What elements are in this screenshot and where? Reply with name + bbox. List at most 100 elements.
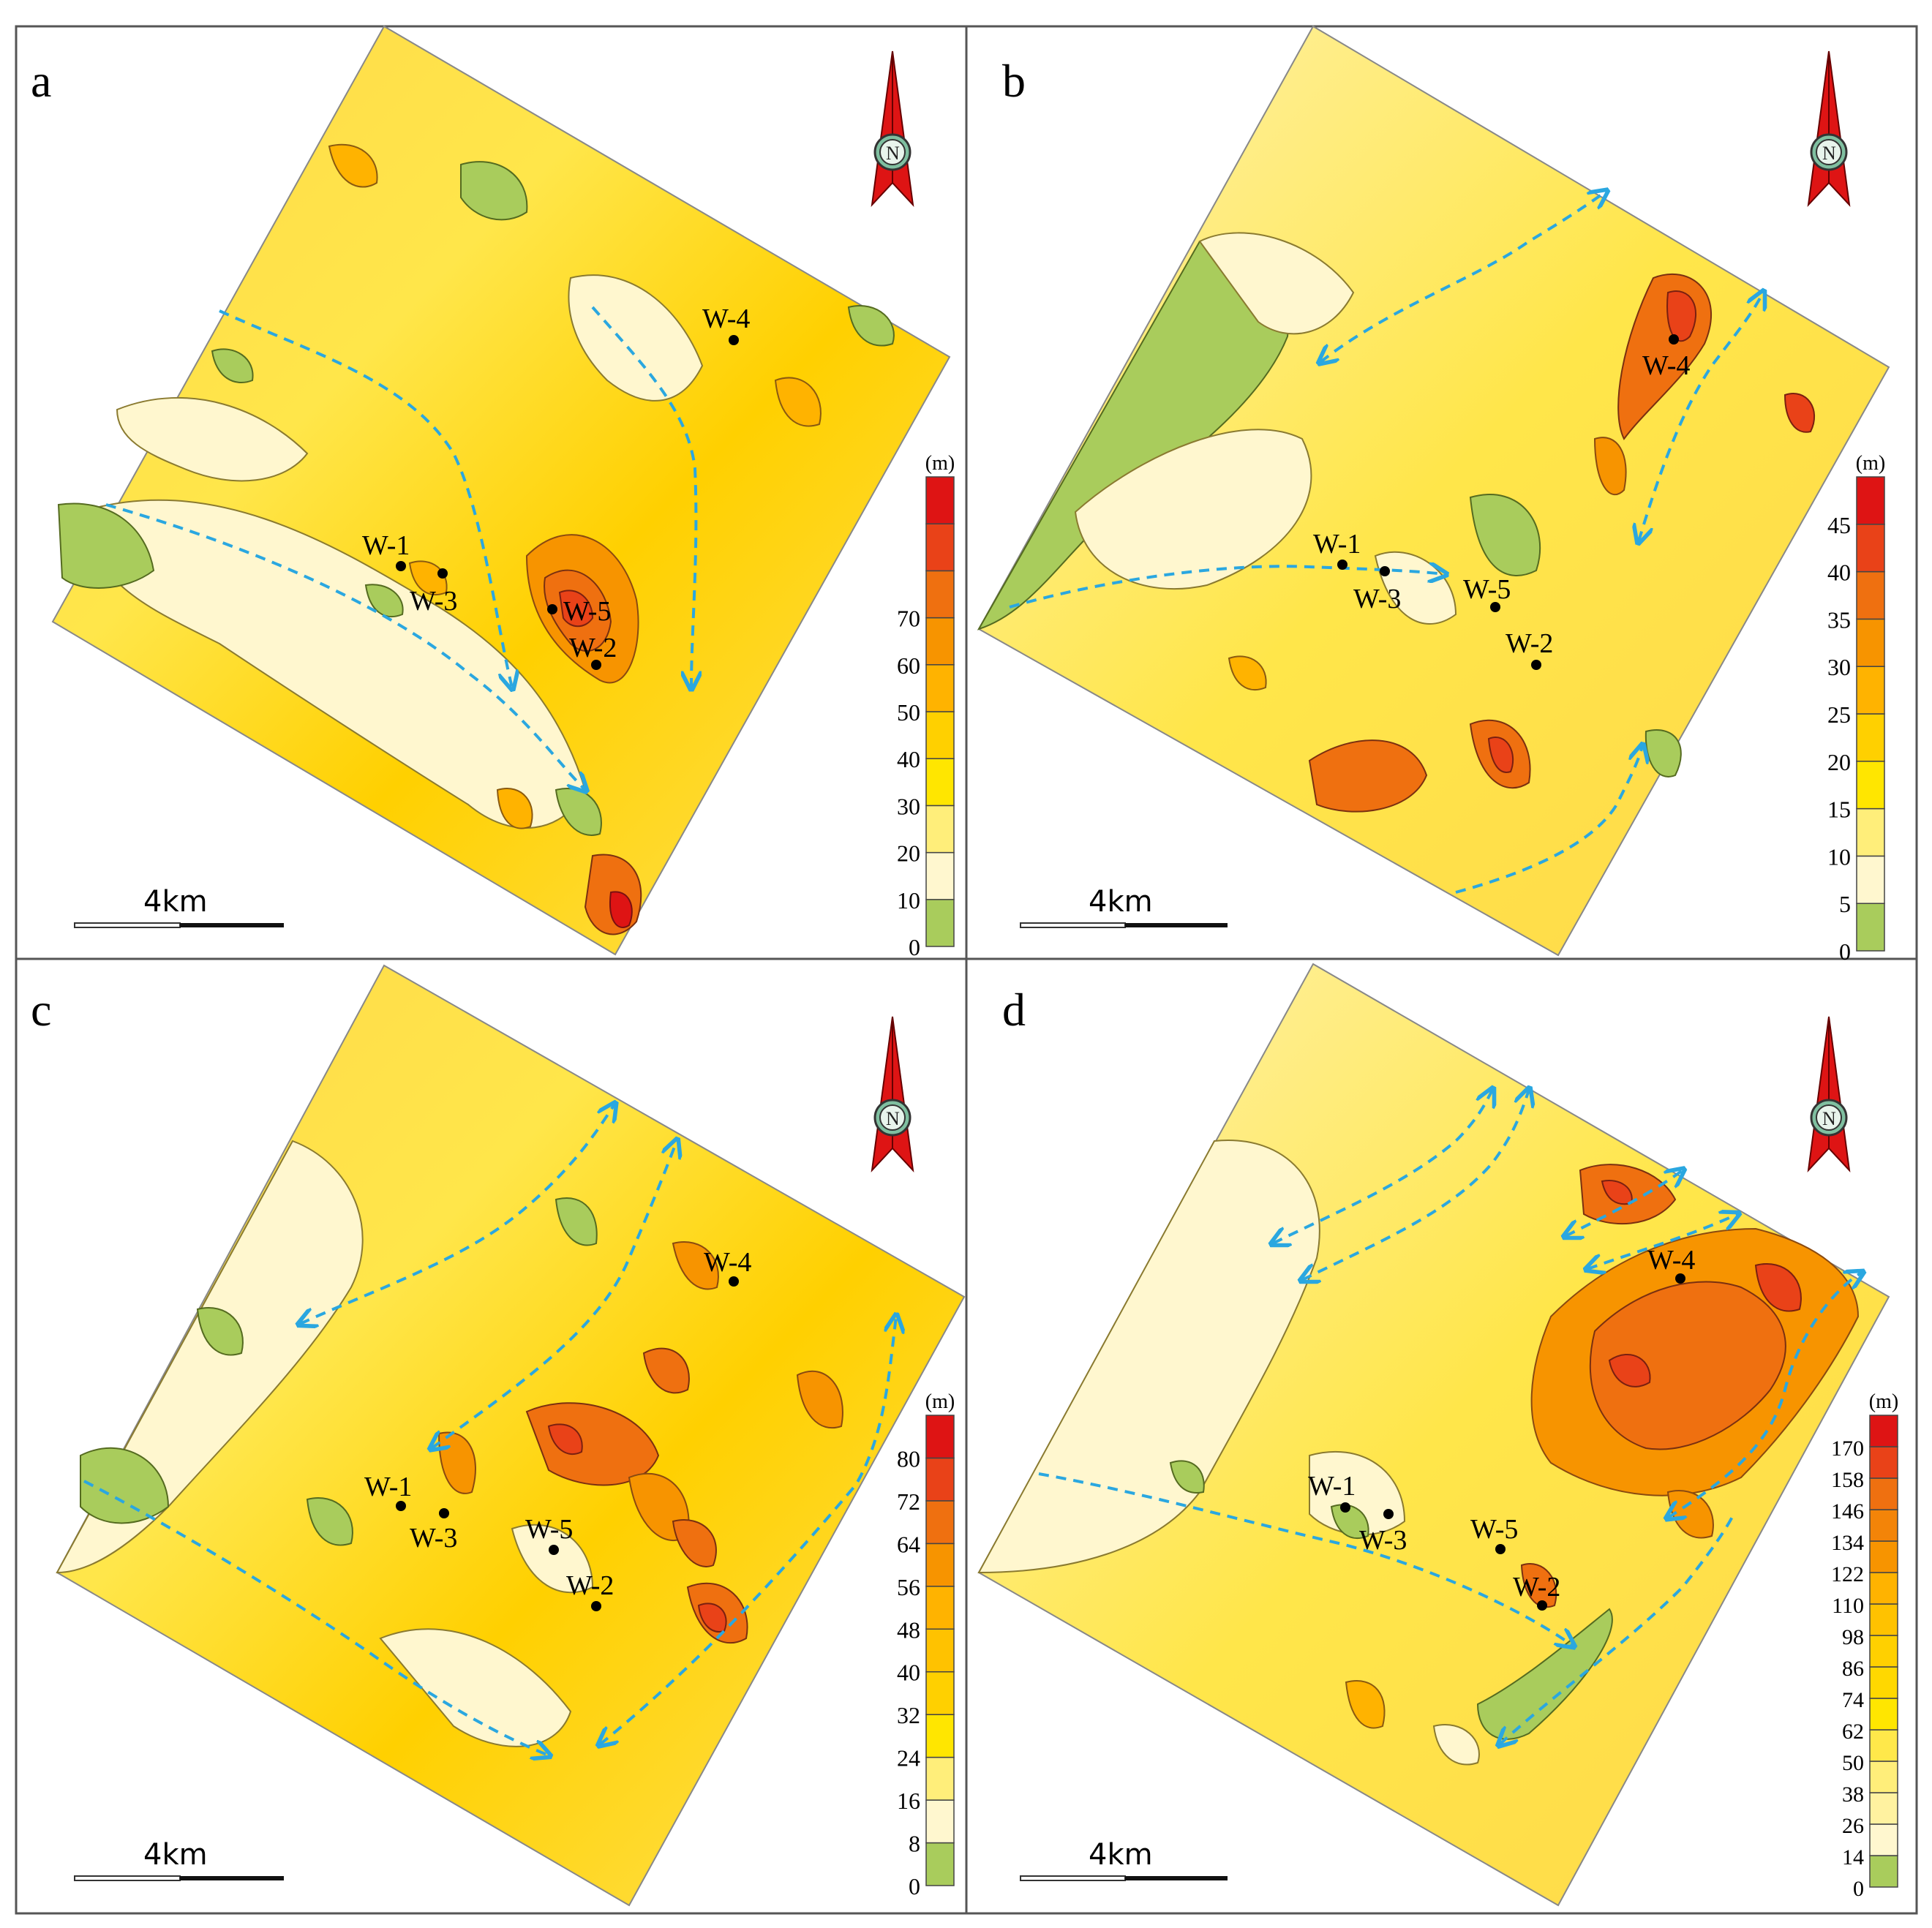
legend-tick-label: 122 bbox=[1831, 1562, 1864, 1586]
color-legend: 0 14 26 38 50 62 74 86 98 110 122 134 146 158 170(m) bbox=[1831, 1390, 1898, 1901]
legend-tick-label: 30 bbox=[1827, 654, 1851, 680]
well-label: W-5 bbox=[1470, 1514, 1518, 1545]
legend-tick-label: 60 bbox=[897, 652, 920, 679]
legend-tick-label: 98 bbox=[1842, 1625, 1864, 1649]
well-label: W-4 bbox=[1647, 1245, 1695, 1276]
legend-tick-label: 70 bbox=[897, 606, 920, 632]
legend-swatch bbox=[1869, 1572, 1898, 1605]
legend-swatch bbox=[925, 1671, 955, 1715]
scale-label: 4km bbox=[143, 1838, 208, 1872]
thickness-map bbox=[977, 25, 1890, 957]
scale-bar: 4km bbox=[74, 1838, 284, 1881]
legend-tick-label: 0 bbox=[1853, 1877, 1864, 1901]
legend-swatch bbox=[1869, 1729, 1898, 1762]
legend-swatch bbox=[1869, 1446, 1898, 1479]
legend-swatch bbox=[925, 758, 955, 807]
legend-swatch bbox=[1869, 1509, 1898, 1542]
legend-swatch bbox=[925, 1714, 955, 1758]
legend-tick-label: 40 bbox=[897, 746, 920, 772]
legend-swatch bbox=[1869, 1415, 1898, 1447]
well-w3: W-3 bbox=[410, 568, 457, 617]
legend-unit: (m) bbox=[925, 1390, 955, 1413]
north-arrow-icon: N bbox=[871, 1016, 914, 1172]
svg-text:N: N bbox=[1822, 143, 1836, 164]
well-w3: W-3 bbox=[1359, 1509, 1407, 1556]
north-arrow-icon: N bbox=[1807, 50, 1851, 207]
well-w5: W-5 bbox=[525, 1514, 573, 1555]
legend-swatch bbox=[1856, 903, 1885, 952]
legend-swatch bbox=[925, 570, 955, 619]
legend-tick-label: 40 bbox=[1827, 560, 1851, 586]
legend-tick-label: 64 bbox=[897, 1531, 920, 1557]
well-label: W-1 bbox=[364, 1472, 412, 1502]
legend-swatch bbox=[925, 1756, 955, 1801]
well-w2: W-2 bbox=[569, 633, 617, 670]
well-w5: W-5 bbox=[1470, 1514, 1518, 1554]
legend-tick-label: 74 bbox=[1842, 1688, 1864, 1712]
legend-tick-label: 16 bbox=[897, 1788, 920, 1814]
well-w4: W-4 bbox=[704, 1247, 751, 1287]
thickness-map bbox=[56, 964, 966, 1907]
panel-b: b W-1 W-3 W-5 W-2 bbox=[977, 25, 1890, 965]
legend-swatch bbox=[1856, 571, 1885, 620]
legend-swatch bbox=[1869, 1540, 1898, 1573]
color-legend: 0 10 20 30 40 50 60 70 (m) bbox=[897, 452, 955, 960]
svg-text:N: N bbox=[886, 1108, 900, 1129]
panel-a: a bbox=[31, 25, 955, 960]
legend-swatch bbox=[1856, 476, 1885, 525]
legend-swatch bbox=[1856, 713, 1885, 762]
legend-unit: (m) bbox=[1869, 1390, 1898, 1413]
scale-label: 4km bbox=[1089, 885, 1153, 919]
legend-swatch bbox=[1856, 855, 1885, 904]
legend-tick-label: 80 bbox=[897, 1445, 920, 1472]
well-w3: W-3 bbox=[1353, 566, 1401, 614]
well-label: W-4 bbox=[704, 1247, 751, 1278]
legend-swatch bbox=[925, 1586, 955, 1630]
well-label: W-2 bbox=[569, 633, 617, 663]
well-w3: W-3 bbox=[410, 1508, 457, 1554]
well-label: W-5 bbox=[1463, 574, 1511, 605]
well-w2: W-2 bbox=[1506, 628, 1553, 670]
legend-tick-label: 50 bbox=[1842, 1751, 1864, 1775]
well-w4: W-4 bbox=[1642, 334, 1690, 381]
legend-unit: (m) bbox=[1856, 452, 1885, 475]
legend-swatch bbox=[925, 1543, 955, 1587]
legend-tick-label: 0 bbox=[1839, 938, 1851, 965]
legend-swatch bbox=[1869, 1666, 1898, 1699]
legend-tick-label: 86 bbox=[1842, 1657, 1864, 1681]
well-w4: W-4 bbox=[1647, 1245, 1695, 1284]
legend-tick-label: 50 bbox=[897, 699, 920, 726]
well-label: W-5 bbox=[525, 1514, 573, 1545]
well-label: W-3 bbox=[1359, 1525, 1407, 1556]
legend-swatch bbox=[925, 523, 955, 572]
scale-label: 4km bbox=[143, 885, 208, 919]
legend-tick-label: 158 bbox=[1831, 1468, 1864, 1492]
panel-letter: b bbox=[1002, 55, 1026, 107]
legend-swatch bbox=[1869, 1823, 1898, 1856]
legend-swatch bbox=[925, 1799, 955, 1844]
scale-label: 4km bbox=[1089, 1838, 1153, 1872]
well-w1: W-1 bbox=[1308, 1471, 1356, 1513]
legend-swatch bbox=[925, 1415, 955, 1459]
svg-text:N: N bbox=[1822, 1108, 1836, 1129]
legend-tick-label: 8 bbox=[909, 1831, 920, 1857]
svg-text:N: N bbox=[886, 143, 900, 164]
legend-swatch bbox=[925, 1628, 955, 1673]
legend-tick-label: 10 bbox=[1827, 843, 1851, 870]
legend-swatch bbox=[1869, 1761, 1898, 1793]
well-w1: W-1 bbox=[362, 530, 410, 571]
legend-swatch bbox=[925, 851, 955, 900]
legend-tick-label: 25 bbox=[1827, 701, 1851, 728]
well-w4: W-4 bbox=[702, 304, 750, 345]
well-w5: W-5 bbox=[1463, 574, 1511, 612]
legend-tick-label: 110 bbox=[1832, 1594, 1864, 1618]
legend-swatch bbox=[1856, 524, 1885, 573]
legend-tick-label: 32 bbox=[897, 1702, 920, 1728]
well-label: W-1 bbox=[1308, 1471, 1356, 1502]
color-legend: 0 8 16 24 32 40 48 56 64 72 80 (m) bbox=[897, 1390, 955, 1899]
well-w2: W-2 bbox=[566, 1570, 614, 1611]
legend-swatch bbox=[925, 664, 955, 712]
well-label: W-2 bbox=[1513, 1572, 1560, 1603]
legend-tick-label: 26 bbox=[1842, 1814, 1864, 1838]
